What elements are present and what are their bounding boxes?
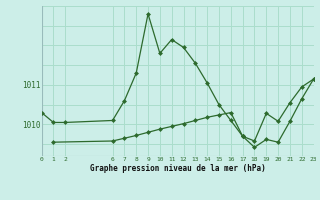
X-axis label: Graphe pression niveau de la mer (hPa): Graphe pression niveau de la mer (hPa) xyxy=(90,164,266,173)
